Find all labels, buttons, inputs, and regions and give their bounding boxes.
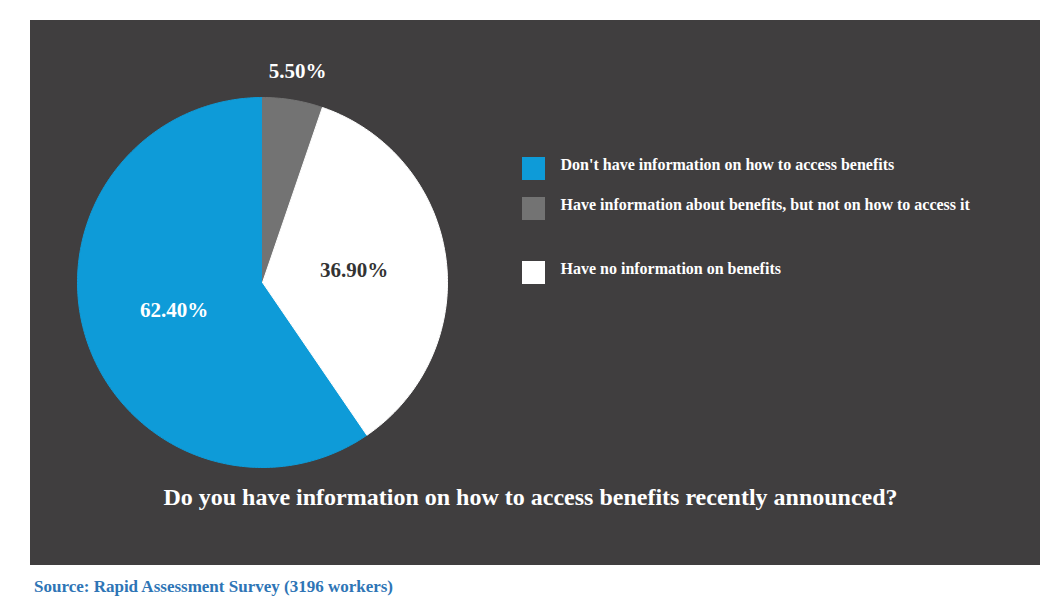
svg-text:5.50%: 5.50% xyxy=(269,59,327,83)
svg-text:62.40%: 62.40% xyxy=(140,298,208,322)
svg-text:Have information about benefit: Have information about benefits, but not… xyxy=(561,196,971,213)
svg-text:Don't have information on how: Don't have information on how to access … xyxy=(561,156,895,173)
svg-text:Do you have information on how: Do you have information on how to access… xyxy=(163,484,897,510)
svg-text:Have no information on benefit: Have no information on benefits xyxy=(561,260,781,277)
html-text:Source: Rapid Assessment Surve: Source: Rapid Assessment Survey (3196 wo… xyxy=(34,577,393,596)
svg-text:36.90%: 36.90% xyxy=(320,258,388,282)
